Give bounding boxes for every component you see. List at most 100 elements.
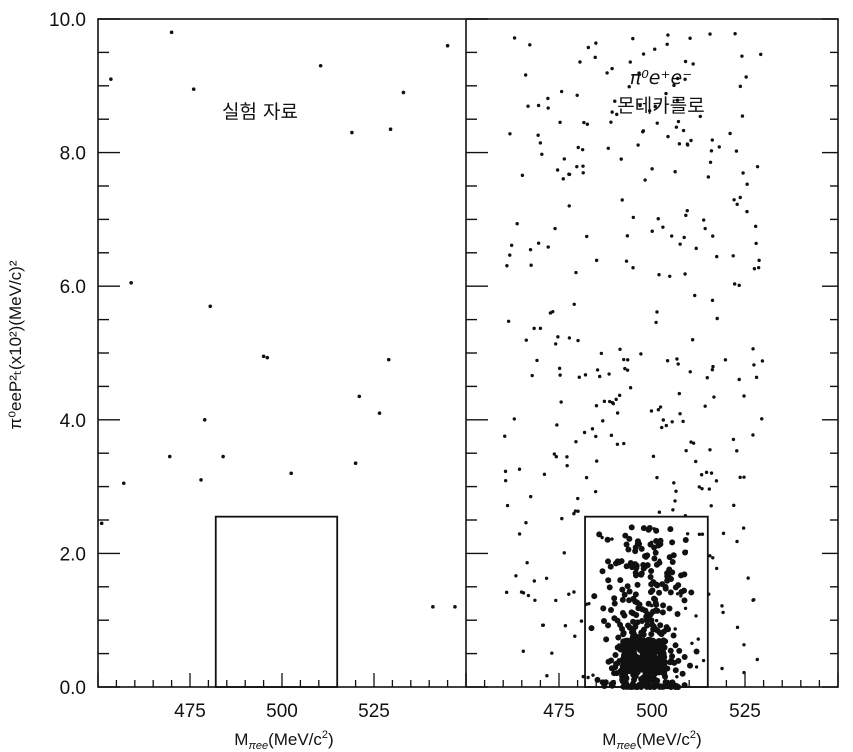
mc-signal-point [647, 573, 654, 580]
mc-background-point [691, 441, 696, 445]
mc-background-point [575, 164, 579, 169]
mc-background-point [678, 412, 682, 416]
mc-signal-point [660, 602, 667, 609]
mc-background-point [745, 209, 749, 214]
mc-background-point [565, 463, 569, 468]
mc-background-point [701, 218, 706, 222]
mc-background-point [696, 637, 700, 641]
mc-background-point [556, 335, 560, 339]
mc-background-point [648, 109, 652, 113]
mc-background-point [623, 366, 627, 371]
mc-background-point [514, 574, 518, 578]
mc-background-point [742, 643, 746, 647]
mc-background-point [689, 138, 693, 143]
mc-signal-point [645, 600, 652, 607]
mc-signal-point [633, 611, 640, 618]
mc-background-point [628, 60, 632, 64]
mc-signal-point [638, 629, 645, 636]
mc-signal-point [665, 568, 672, 575]
data-point [221, 454, 225, 459]
mc-background-point [576, 338, 580, 343]
mc-background-point [600, 535, 604, 540]
mc-background-point [610, 66, 614, 71]
mc-signal-point [649, 587, 656, 594]
mc-signal-point [667, 589, 674, 596]
data-point [202, 418, 207, 422]
mc-signal-point [611, 615, 618, 622]
left-x-axis-title-main: M [234, 730, 248, 749]
mc-signal-point [613, 660, 620, 667]
mc-signal-point [632, 569, 639, 576]
mc-background-point [615, 442, 620, 447]
mc-background-point [681, 419, 685, 424]
mc-signal-core-point [628, 637, 636, 645]
mc-background-point [709, 504, 713, 508]
mc-background-point [526, 593, 531, 598]
mc-background-point [567, 172, 572, 177]
mc-background-point [542, 472, 547, 477]
mc-background-point [523, 73, 528, 77]
mc-signal-core-point [656, 661, 664, 669]
mc-background-point [613, 99, 617, 103]
mc-background-point [552, 452, 557, 456]
mc-background-point [711, 364, 715, 369]
mc-background-point [710, 368, 715, 372]
mc-background-point [711, 556, 715, 560]
mc-background-point [595, 368, 600, 372]
data-point [191, 87, 196, 91]
mc-background-point [709, 471, 714, 475]
mc-signal-core-point [639, 657, 646, 664]
mc-background-point [669, 234, 674, 238]
mc-background-point [610, 110, 614, 114]
mc-background-point [590, 427, 595, 431]
data-point [357, 394, 362, 399]
mc-background-point [715, 254, 719, 259]
mc-signal-point [688, 589, 695, 596]
mc-signal-point [662, 585, 669, 592]
mc-background-point [738, 84, 743, 89]
mc-signal-point [681, 597, 688, 604]
mc-background-point [607, 372, 611, 376]
mc-background-point [591, 673, 595, 677]
mc-background-point [703, 226, 707, 231]
left-panel-points [99, 30, 457, 609]
mc-signal-core-point [638, 666, 645, 673]
mc-signal-core-point [629, 663, 636, 670]
mc-signal-point [591, 593, 598, 600]
mc-background-point [665, 42, 669, 47]
mc-signal-point [652, 596, 659, 603]
data-point [431, 605, 435, 609]
mc-background-point [622, 441, 626, 446]
mc-background-point [505, 503, 510, 508]
mc-background-point [538, 326, 543, 331]
mc-background-point [666, 134, 670, 139]
mc-background-point [584, 475, 589, 480]
mc-background-point [572, 302, 576, 306]
mc-signal-point [674, 611, 681, 618]
right-panel-annotation-line2: 몬테카를로 [617, 95, 704, 117]
mc-signal-point [679, 670, 686, 677]
mc-background-point [641, 52, 646, 56]
mc-background-point [705, 375, 709, 380]
mc-signal-point [612, 651, 619, 658]
mc-signal-point [652, 549, 659, 556]
mc-background-point [585, 122, 590, 126]
mc-signal-point [600, 617, 607, 624]
mc-background-point [751, 433, 755, 437]
right-x-axis-title-close: ) [696, 730, 702, 749]
mc-signal-point [626, 588, 633, 595]
mc-background-point [535, 358, 539, 363]
mc-background-point [618, 347, 622, 351]
mc-signal-point [669, 653, 676, 660]
mc-signal-point [610, 679, 617, 686]
mc-background-point [756, 265, 761, 270]
mc-background-point [567, 336, 572, 340]
mc-background-point [685, 208, 689, 213]
right-x-axis-title-main: M [602, 730, 616, 749]
mc-background-point [704, 470, 709, 475]
mc-background-point [572, 590, 576, 594]
mc-background-point [606, 146, 610, 150]
mc-background-point [567, 592, 571, 596]
data-point [169, 30, 174, 35]
mc-background-point [760, 417, 764, 421]
